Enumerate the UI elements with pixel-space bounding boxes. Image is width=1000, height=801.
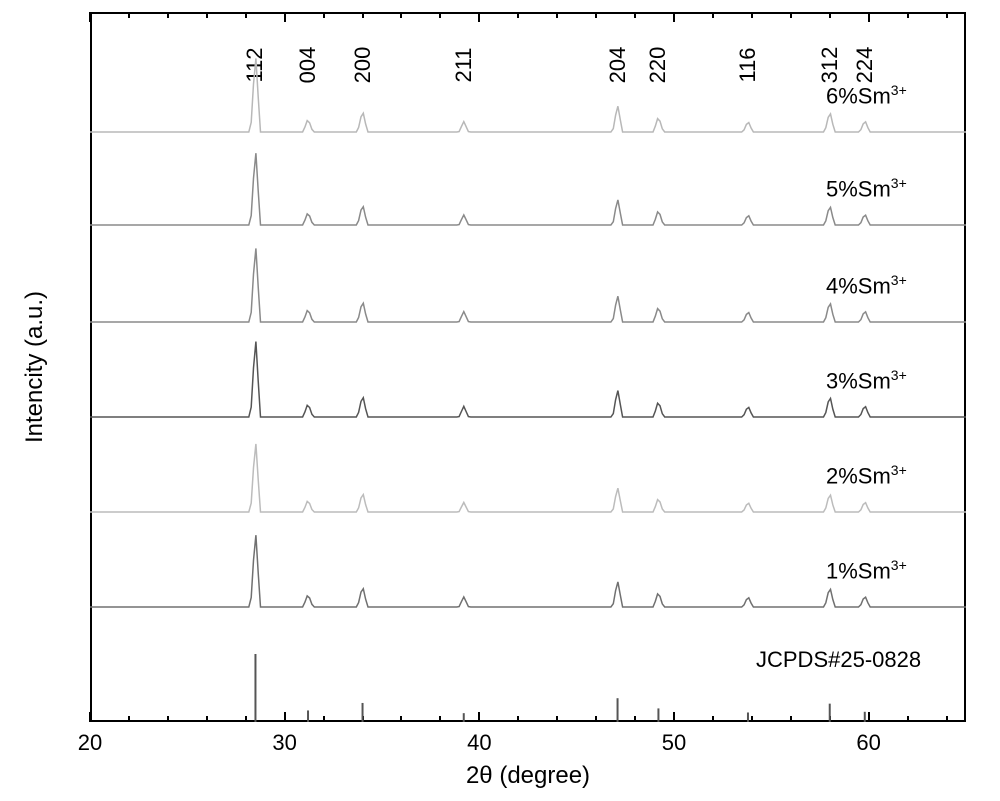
xrd-figure: Intencity (a.u.) 2θ (degree) 2030405060 …	[0, 0, 1000, 801]
xrd-trace	[90, 342, 966, 417]
xrd-trace	[90, 58, 966, 132]
xrd-trace	[90, 248, 966, 322]
xrd-traces	[0, 0, 1000, 801]
xrd-trace	[90, 444, 966, 512]
xrd-trace	[90, 535, 966, 607]
xrd-trace	[90, 153, 966, 225]
